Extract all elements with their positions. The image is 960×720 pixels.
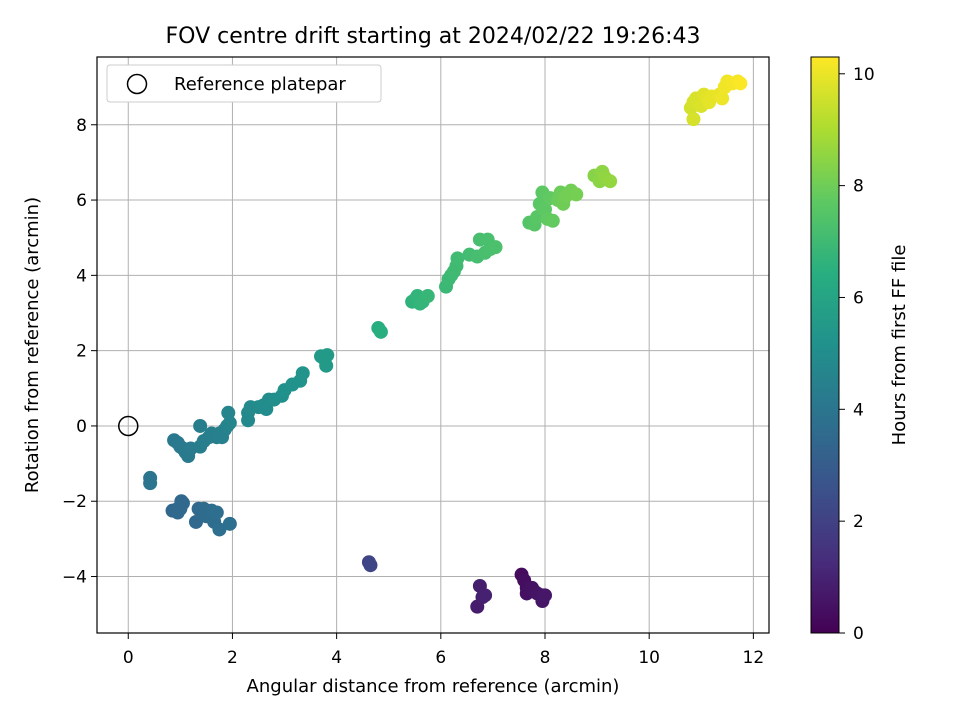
scatter-point bbox=[143, 476, 158, 491]
chart-title: FOV centre drift starting at 2024/02/22 … bbox=[166, 24, 701, 49]
colorbar-tick-label: 8 bbox=[853, 177, 864, 197]
scatter-point bbox=[545, 213, 560, 228]
scatter-point bbox=[420, 289, 435, 304]
scatter-points bbox=[143, 74, 748, 614]
scatter-point bbox=[363, 558, 378, 573]
y-tick-label: 6 bbox=[76, 191, 87, 211]
colorbar-tick-label: 0 bbox=[853, 624, 864, 644]
scatter-point bbox=[569, 187, 584, 202]
scatter-point bbox=[221, 405, 236, 420]
y-tick-label: −4 bbox=[62, 568, 87, 588]
scatter-point bbox=[222, 516, 237, 531]
x-tick-label: 6 bbox=[435, 648, 446, 668]
scatter-point bbox=[488, 240, 503, 255]
x-tick-label: 12 bbox=[743, 648, 765, 668]
colorbar: 0 2 4 6 8 10 Hours from first FF file bbox=[810, 56, 910, 644]
x-tick-label: 2 bbox=[227, 648, 238, 668]
scatter-point bbox=[603, 174, 618, 189]
colorbar-tick-label: 4 bbox=[853, 400, 864, 420]
colorbar-gradient bbox=[810, 56, 840, 634]
scatter-point bbox=[478, 588, 493, 603]
colorbar-tick-label: 6 bbox=[853, 288, 864, 308]
reference-point-layer bbox=[118, 415, 139, 437]
y-axis-ticks: −4 −2 0 2 4 6 8 bbox=[62, 116, 97, 588]
scatter-point bbox=[538, 588, 552, 603]
scatter-point bbox=[320, 348, 335, 363]
scatter-point bbox=[319, 358, 334, 373]
y-tick-label: 0 bbox=[76, 417, 87, 437]
scatter-point bbox=[450, 251, 465, 266]
legend-marker-reference-icon bbox=[126, 73, 148, 95]
y-tick-label: 8 bbox=[76, 116, 87, 136]
scatter-point bbox=[295, 366, 310, 381]
colorbar-tick-label: 2 bbox=[853, 512, 864, 532]
scatter-point bbox=[212, 522, 227, 537]
x-tick-label: 4 bbox=[331, 648, 342, 668]
y-axis-label: Rotation from reference (arcmin) bbox=[22, 197, 43, 493]
scatter-point bbox=[193, 418, 208, 433]
y-tick-label: 2 bbox=[76, 342, 87, 362]
x-axis-ticks: 0 2 4 6 8 10 12 bbox=[123, 633, 764, 668]
colorbar-label: Hours from first FF file bbox=[889, 245, 910, 446]
scatter-point bbox=[715, 91, 730, 106]
scatter-point bbox=[209, 505, 224, 520]
x-tick-label: 8 bbox=[540, 648, 551, 668]
x-tick-label: 10 bbox=[638, 648, 660, 668]
plot-frame bbox=[96, 56, 770, 634]
colorbar-ticks: 0 2 4 6 8 10 bbox=[839, 65, 875, 644]
x-tick-label: 0 bbox=[123, 648, 134, 668]
legend-entry-reference-platepar: Reference platepar bbox=[174, 74, 346, 95]
scatter-point bbox=[733, 76, 748, 91]
x-axis-label: Angular distance from reference (arcmin) bbox=[247, 676, 620, 697]
scatter-point bbox=[373, 324, 388, 339]
scatter-point bbox=[174, 494, 189, 509]
scatter-point bbox=[686, 112, 701, 127]
y-tick-label: 4 bbox=[76, 266, 87, 286]
legend: Reference platepar bbox=[106, 64, 382, 103]
grid bbox=[97, 57, 769, 633]
colorbar-tick-label: 10 bbox=[853, 65, 875, 85]
reference-platepar-marker bbox=[118, 415, 139, 437]
y-tick-label: −2 bbox=[62, 492, 87, 512]
legend-box bbox=[106, 64, 382, 103]
